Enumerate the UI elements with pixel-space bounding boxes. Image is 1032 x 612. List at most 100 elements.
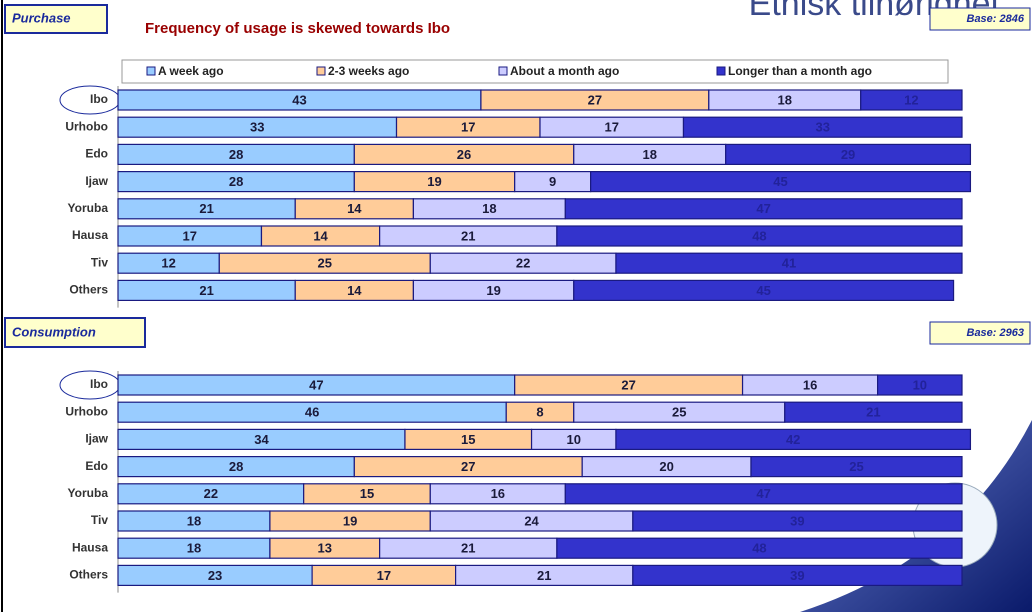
data-label: 48 bbox=[752, 228, 766, 243]
data-label: 12 bbox=[904, 92, 918, 107]
data-label: 14 bbox=[313, 228, 328, 243]
data-label: 41 bbox=[782, 256, 796, 271]
tag-box bbox=[4, 4, 108, 34]
swoosh bbox=[800, 420, 1032, 612]
category-label: Urhobo bbox=[65, 404, 108, 418]
data-label: 21 bbox=[537, 568, 551, 583]
data-label: 22 bbox=[516, 256, 530, 271]
bar-segment bbox=[556, 537, 963, 559]
bar-segment bbox=[750, 456, 963, 478]
data-label: 14 bbox=[347, 201, 362, 216]
data-label: 28 bbox=[229, 459, 243, 474]
legend-swatch bbox=[498, 66, 508, 76]
data-label: 21 bbox=[199, 201, 213, 216]
legend-label: Longer than a month ago bbox=[728, 64, 872, 78]
data-label: 15 bbox=[461, 432, 475, 447]
bar-segment bbox=[632, 510, 963, 532]
data-label: 18 bbox=[482, 201, 496, 216]
data-label: 42 bbox=[786, 432, 800, 447]
data-label: 34 bbox=[254, 432, 269, 447]
data-label: 47 bbox=[756, 201, 770, 216]
category-label: Edo bbox=[85, 147, 108, 161]
data-label: 21 bbox=[199, 283, 213, 298]
data-label: 18 bbox=[187, 541, 201, 556]
data-label: 18 bbox=[778, 92, 792, 107]
data-label: 10 bbox=[567, 432, 581, 447]
bar-segment bbox=[860, 89, 963, 111]
legend-box bbox=[121, 59, 949, 84]
bar-segment bbox=[682, 116, 963, 138]
data-label: 24 bbox=[524, 513, 539, 528]
data-label: 17 bbox=[461, 120, 475, 135]
data-label: 45 bbox=[773, 174, 787, 189]
data-label: 27 bbox=[621, 377, 635, 392]
legend-swatch bbox=[146, 66, 156, 76]
bar-segment bbox=[564, 198, 963, 220]
category-label: Ijaw bbox=[85, 174, 108, 188]
data-label: 18 bbox=[642, 147, 656, 162]
data-label: 47 bbox=[309, 377, 323, 392]
data-label: 43 bbox=[292, 92, 306, 107]
data-label: 8 bbox=[536, 405, 543, 420]
category-label: Edo bbox=[85, 459, 108, 473]
data-label: 15 bbox=[360, 486, 374, 501]
data-label: 20 bbox=[659, 459, 673, 474]
chart-title: Purchase bbox=[12, 10, 71, 25]
bar-segment bbox=[615, 252, 963, 274]
bar-segment bbox=[590, 171, 972, 193]
data-label: 22 bbox=[204, 486, 218, 501]
category-label: Ijaw bbox=[85, 432, 108, 446]
category-label: Yoruba bbox=[68, 201, 109, 215]
data-label: 17 bbox=[377, 568, 391, 583]
data-label: 46 bbox=[305, 405, 319, 420]
data-label: 28 bbox=[229, 147, 243, 162]
tag-box bbox=[4, 317, 146, 348]
bar-segment bbox=[556, 225, 963, 247]
data-label: 16 bbox=[803, 377, 817, 392]
data-label: 21 bbox=[461, 541, 475, 556]
data-label: 47 bbox=[756, 486, 770, 501]
data-label: 9 bbox=[549, 174, 556, 189]
data-label: 39 bbox=[790, 568, 804, 583]
data-label: 45 bbox=[756, 283, 770, 298]
data-label: 10 bbox=[913, 377, 927, 392]
data-label: 33 bbox=[250, 120, 264, 135]
base: Base: 2846 bbox=[967, 13, 1025, 25]
data-label: 23 bbox=[208, 568, 222, 583]
category-label: Ibo bbox=[90, 377, 108, 391]
chart-title: Consumption bbox=[12, 324, 96, 339]
legend-label: A week ago bbox=[158, 64, 224, 78]
category-label: Tiv bbox=[91, 513, 108, 527]
legend-label: 2-3 weeks ago bbox=[328, 64, 409, 78]
data-label: 39 bbox=[790, 513, 804, 528]
bar-segment bbox=[573, 279, 955, 301]
bar-segment bbox=[564, 483, 963, 505]
data-label: 18 bbox=[187, 513, 201, 528]
data-label: 25 bbox=[672, 405, 686, 420]
data-label: 17 bbox=[605, 120, 619, 135]
data-label: 16 bbox=[491, 486, 505, 501]
legend-label: About a month ago bbox=[510, 64, 619, 78]
category-label: Others bbox=[69, 568, 108, 582]
data-label: 26 bbox=[457, 147, 471, 162]
data-label: 21 bbox=[866, 405, 880, 420]
bar-segment bbox=[876, 374, 963, 396]
data-label: 25 bbox=[318, 256, 332, 271]
category-label: Tiv bbox=[91, 255, 108, 269]
data-label: 33 bbox=[816, 120, 830, 135]
data-label: 12 bbox=[161, 256, 175, 271]
subtitle: Frequency of usage is skewed towards Ibo bbox=[145, 20, 450, 37]
data-label: 19 bbox=[486, 283, 500, 298]
bar-segment bbox=[725, 143, 972, 165]
category-label: Yoruba bbox=[68, 486, 109, 500]
data-label: 14 bbox=[347, 283, 362, 298]
base-box bbox=[929, 7, 1031, 31]
base: Base: 2963 bbox=[967, 327, 1025, 339]
data-label: 28 bbox=[229, 174, 243, 189]
legend-swatch bbox=[716, 66, 726, 76]
category-label: Hausa bbox=[72, 228, 108, 242]
data-label: 13 bbox=[318, 541, 332, 556]
data-label: 25 bbox=[849, 459, 863, 474]
data-label: 48 bbox=[752, 541, 766, 556]
data-label: 21 bbox=[461, 228, 475, 243]
